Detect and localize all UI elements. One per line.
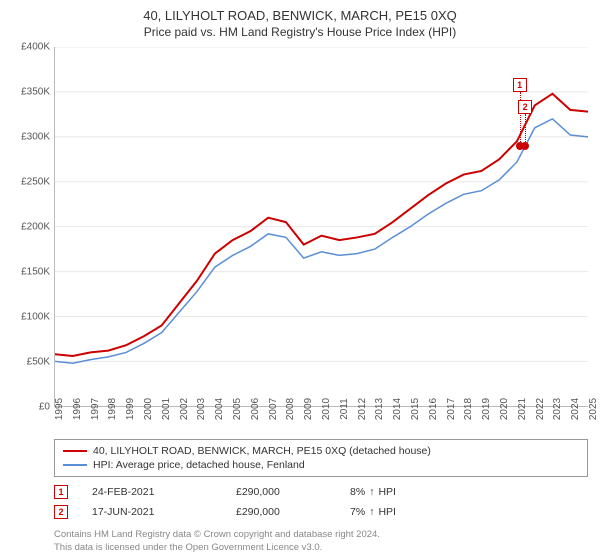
x-tick-label: 2019 <box>481 398 492 420</box>
legend-label-property: 40, LILYHOLT ROAD, BENWICK, MARCH, PE15 … <box>93 445 431 457</box>
x-tick-label: 2022 <box>535 398 546 420</box>
x-tick-label: 1995 <box>54 398 65 420</box>
plot-svg <box>55 47 588 406</box>
x-tick-label: 1997 <box>90 398 101 420</box>
sale-date: 17-JUN-2021 <box>92 506 212 518</box>
footer: Contains HM Land Registry data © Crown c… <box>54 529 588 554</box>
x-tick-label: 2017 <box>446 398 457 420</box>
arrow-up-icon: ↑ <box>369 486 374 498</box>
chart-container: 40, LILYHOLT ROAD, BENWICK, MARCH, PE15 … <box>0 0 600 560</box>
chart-subtitle: Price paid vs. HM Land Registry's House … <box>12 25 588 39</box>
x-tick-label: 2007 <box>268 398 279 420</box>
arrow-up-icon: ↑ <box>369 506 374 518</box>
x-tick-label: 2004 <box>214 398 225 420</box>
legend: 40, LILYHOLT ROAD, BENWICK, MARCH, PE15 … <box>54 439 588 477</box>
sale-row: 2 17-JUN-2021 £290,000 7% ↑ HPI <box>54 505 588 519</box>
x-tick-label: 2021 <box>517 398 528 420</box>
x-tick-label: 2000 <box>143 398 154 420</box>
x-tick-label: 1999 <box>125 398 136 420</box>
x-tick-label: 2018 <box>463 398 474 420</box>
y-tick-label: £350K <box>21 87 50 98</box>
y-tick-label: £300K <box>21 132 50 143</box>
x-tick-label: 1998 <box>107 398 118 420</box>
sale-marker-badge: 1 <box>513 78 527 92</box>
y-tick-label: £200K <box>21 222 50 233</box>
chart-area: £0£50K£100K£150K£200K£250K£300K£350K£400… <box>12 47 588 407</box>
sale-row: 1 24-FEB-2021 £290,000 8% ↑ HPI <box>54 485 588 499</box>
x-tick-label: 2024 <box>570 398 581 420</box>
y-tick-label: £50K <box>27 357 50 368</box>
x-tick-label: 1996 <box>72 398 83 420</box>
sale-price: £290,000 <box>236 486 326 498</box>
sale-marker-badge: 2 <box>518 100 532 114</box>
legend-swatch-hpi <box>63 464 87 466</box>
x-tick-label: 2020 <box>499 398 510 420</box>
x-tick-label: 2005 <box>232 398 243 420</box>
x-tick-label: 2025 <box>588 398 599 420</box>
x-tick-label: 2016 <box>428 398 439 420</box>
footer-line1: Contains HM Land Registry data © Crown c… <box>54 529 588 541</box>
y-tick-label: £400K <box>21 42 50 53</box>
sale-marker-dot <box>521 142 529 150</box>
x-tick-label: 2013 <box>374 398 385 420</box>
y-tick-label: £100K <box>21 312 50 323</box>
x-tick-label: 2011 <box>339 399 350 421</box>
sale-badge: 2 <box>54 505 68 519</box>
x-tick-label: 2023 <box>552 398 563 420</box>
y-tick-label: £150K <box>21 267 50 278</box>
x-tick-label: 2008 <box>285 398 296 420</box>
plot-area: 12 <box>54 47 588 407</box>
sale-badge: 1 <box>54 485 68 499</box>
x-tick-label: 2012 <box>357 398 368 420</box>
x-tick-label: 2002 <box>179 398 190 420</box>
sales-table: 1 24-FEB-2021 £290,000 8% ↑ HPI 2 17-JUN-2021… <box>54 485 588 525</box>
x-tick-label: 2006 <box>250 398 261 420</box>
legend-row-property: 40, LILYHOLT ROAD, BENWICK, MARCH, PE15 … <box>63 444 579 458</box>
sale-pct: 8% ↑ HPI <box>350 486 396 498</box>
x-tick-label: 2003 <box>196 398 207 420</box>
x-tick-label: 2010 <box>321 398 332 420</box>
sale-price: £290,000 <box>236 506 326 518</box>
y-axis: £0£50K£100K£150K£200K£250K£300K£350K£400… <box>12 47 54 407</box>
sale-pct: 7% ↑ HPI <box>350 506 396 518</box>
sale-date: 24-FEB-2021 <box>92 486 212 498</box>
x-tick-label: 2001 <box>161 398 172 420</box>
legend-label-hpi: HPI: Average price, detached house, Fenl… <box>93 459 305 471</box>
legend-swatch-property <box>63 450 87 452</box>
y-tick-label: £250K <box>21 177 50 188</box>
x-tick-label: 2014 <box>392 398 403 420</box>
footer-line2: This data is licensed under the Open Gov… <box>54 542 588 554</box>
y-tick-label: £0 <box>39 402 50 413</box>
series-line-hpi <box>55 119 588 363</box>
x-tick-label: 2015 <box>410 398 421 420</box>
chart-title: 40, LILYHOLT ROAD, BENWICK, MARCH, PE15 … <box>12 8 588 23</box>
x-tick-label: 2009 <box>303 398 314 420</box>
legend-row-hpi: HPI: Average price, detached house, Fenl… <box>63 458 579 472</box>
x-axis: 1995199619971998199920002001200220032004… <box>54 407 588 435</box>
